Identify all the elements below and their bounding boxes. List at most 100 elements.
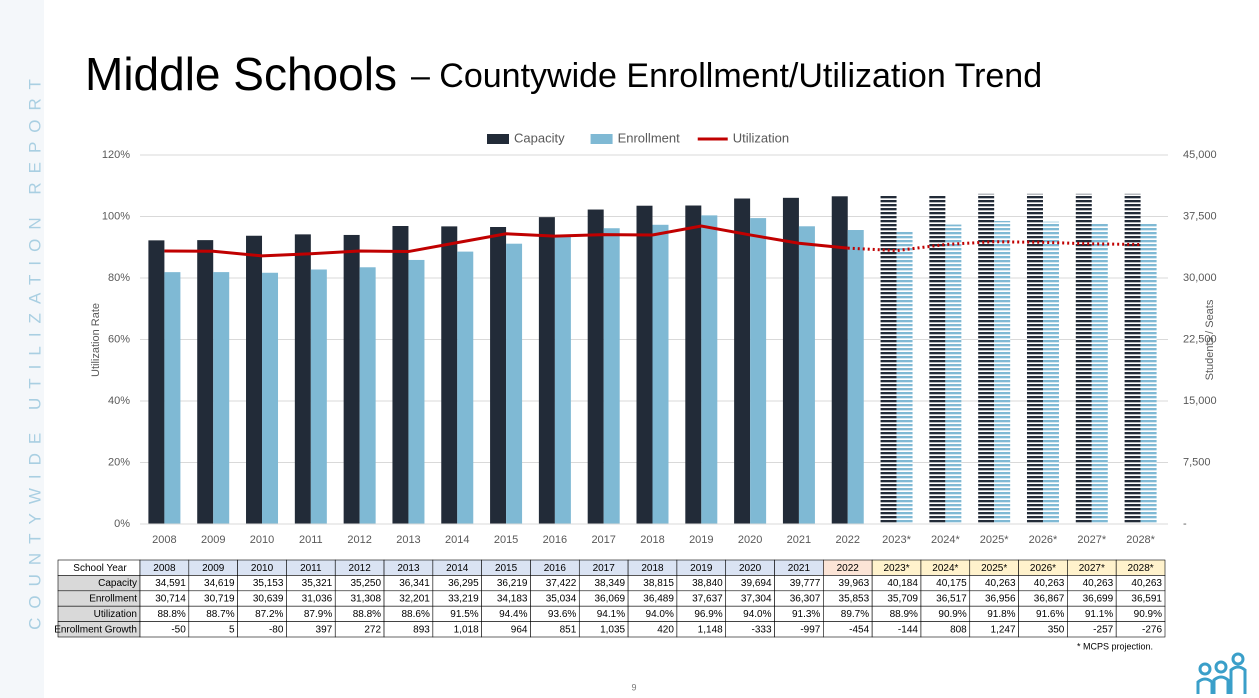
table-value: 1,018	[454, 624, 479, 635]
y-tick-label: 80%	[108, 272, 130, 284]
table-value: 36,867	[1034, 594, 1065, 605]
bar	[945, 224, 962, 524]
table-value: -144	[898, 624, 918, 635]
table-value: 1,247	[991, 624, 1016, 635]
table-value: -257	[1093, 624, 1113, 635]
legend-label: Enrollment	[618, 130, 681, 145]
x-tick-label: 2017	[591, 534, 615, 546]
bar	[685, 205, 702, 524]
table-value: 964	[511, 624, 528, 635]
x-tick-label: 2013	[396, 534, 420, 546]
bar	[538, 217, 555, 525]
x-tick-label: 2020	[738, 534, 762, 546]
table-header: 2011	[300, 563, 322, 574]
table-value: 39,694	[741, 578, 772, 589]
y2-tick-label: 30,000	[1183, 272, 1217, 284]
table-value: 40,184	[887, 578, 918, 589]
y2-tick-label: 22,500	[1183, 333, 1217, 345]
title: Middle Schools – Countywide Enrollment/Ut…	[85, 48, 1042, 100]
bar	[1075, 193, 1092, 525]
table-header: 2010	[251, 563, 274, 574]
bar	[441, 226, 458, 525]
bar	[408, 259, 425, 524]
bar	[782, 197, 799, 524]
table-value: 94.0%	[646, 609, 674, 620]
x-tick-label: 2024*	[931, 534, 960, 546]
bar	[636, 205, 653, 525]
x-tick-label: 2022	[835, 534, 859, 546]
table-value: 36,517	[936, 594, 967, 605]
table-header: 2008	[153, 563, 176, 574]
page-number: 9	[631, 682, 636, 692]
table-value: 36,069	[595, 594, 626, 605]
y-tick-label: 20%	[108, 456, 130, 468]
legend-label: Utilization	[733, 130, 789, 145]
bar	[880, 194, 897, 524]
bar	[978, 193, 995, 525]
y-tick-label: 100%	[102, 210, 130, 222]
table-value: -454	[849, 624, 869, 635]
bar	[587, 209, 604, 524]
table-value: 87.2%	[255, 609, 283, 620]
x-tick-label: 2026*	[1029, 534, 1058, 546]
table-value: 40,263	[985, 578, 1016, 589]
table-value: 90.9%	[1134, 609, 1162, 620]
x-tick-label: 2009	[201, 534, 225, 546]
logo	[1196, 652, 1247, 694]
table-value: 91.6%	[1036, 609, 1064, 620]
bar	[1124, 193, 1141, 525]
table-value: 37,637	[692, 594, 723, 605]
table-value: 5	[229, 624, 235, 635]
table-value: -276	[1142, 624, 1162, 635]
x-tick-label: 2021	[787, 534, 811, 546]
bar	[506, 243, 523, 524]
table-value: 272	[364, 624, 381, 635]
table-header: 2024*	[932, 563, 958, 574]
y2-tick-label: 37,500	[1183, 210, 1217, 222]
table-row-label: School Year	[73, 563, 127, 574]
table-value: 35,853	[839, 594, 870, 605]
bar	[652, 224, 669, 524]
line	[847, 240, 1141, 253]
table-row-label: Enrollment Growth	[54, 624, 137, 635]
x-tick-label: 2025*	[980, 534, 1009, 546]
bar	[929, 194, 946, 524]
y-tick-label: 120%	[102, 149, 130, 161]
bar	[148, 240, 165, 524]
y2-tick-label: 7,500	[1183, 456, 1211, 468]
bar	[262, 272, 279, 524]
table-value: 93.6%	[548, 609, 576, 620]
table-value: 39,963	[839, 578, 870, 589]
table-row-label: Capacity	[98, 578, 137, 589]
table-value: 893	[413, 624, 430, 635]
table-header: 2009	[202, 563, 225, 574]
table-cell	[1115, 621, 1166, 638]
table-value: 88.6%	[401, 609, 429, 620]
table-value: 40,263	[1083, 578, 1114, 589]
table-value: 35,709	[887, 594, 918, 605]
table-value: 33,219	[448, 594, 479, 605]
table-value: 30,639	[253, 594, 284, 605]
bar	[343, 234, 360, 524]
table-header: 2018	[641, 563, 664, 574]
x-tick-label: 2008	[152, 534, 176, 546]
table-value: 90.9%	[938, 609, 966, 620]
table-value: 32,201	[399, 594, 430, 605]
table-value: 34,183	[497, 594, 528, 605]
table-value: 88.9%	[890, 609, 918, 620]
x-tick-label: 2011	[299, 534, 323, 546]
table-value: 35,153	[253, 578, 284, 589]
table-value: -50	[171, 624, 186, 635]
table-header: 2028*	[1128, 563, 1154, 574]
table-value: 36,295	[448, 578, 479, 589]
x-tick-label: 2018	[640, 534, 664, 546]
bar	[294, 234, 311, 524]
table-header: 2014	[446, 563, 469, 574]
legend-swatch	[487, 134, 509, 144]
table-value: 397	[316, 624, 333, 635]
table-header: 2025*	[981, 563, 1007, 574]
line	[164, 224, 848, 258]
x-tick-label: 2014	[445, 534, 469, 546]
table-value: 40,175	[936, 578, 967, 589]
